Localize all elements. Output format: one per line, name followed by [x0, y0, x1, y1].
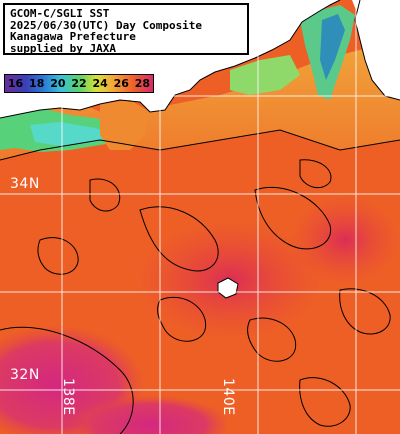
bay-cyan-water [30, 122, 115, 146]
izu-peninsula [100, 100, 150, 150]
sagami-green [230, 55, 300, 95]
lon-label-140e: 140E [220, 378, 236, 416]
lat-label-34n: 34N [10, 176, 40, 192]
legend-label-28: 28 [134, 77, 151, 90]
sst-color-legend: 16 18 20 22 24 26 28 [4, 74, 154, 93]
lat-label-32n: 32N [10, 367, 40, 383]
legend-label-22: 22 [71, 77, 87, 90]
map-title-box: GCOM-C/SGLI SST 2025/06/30(UTC) Day Comp… [3, 3, 249, 55]
title-line-1: GCOM-C/SGLI SST [10, 7, 110, 20]
legend-label-24: 24 [92, 77, 108, 90]
hottest-core-south [70, 395, 230, 434]
legend-label-18: 18 [29, 77, 45, 90]
lon-label-138e: 138E [60, 378, 76, 416]
title-line-4: supplied by JAXA [10, 41, 116, 55]
legend-label-20: 20 [50, 77, 66, 90]
land-boso [355, 0, 400, 100]
island-small [225, 281, 231, 287]
legend-label-16: 16 [7, 77, 24, 90]
title-line-3: Kanagawa Prefecture [10, 30, 136, 43]
title-line-2: 2025/06/30(UTC) Day Composite [10, 18, 203, 32]
warm-core-east [290, 195, 400, 285]
tokyo-bay-inner [320, 14, 345, 80]
legend-label-26: 26 [113, 77, 129, 90]
